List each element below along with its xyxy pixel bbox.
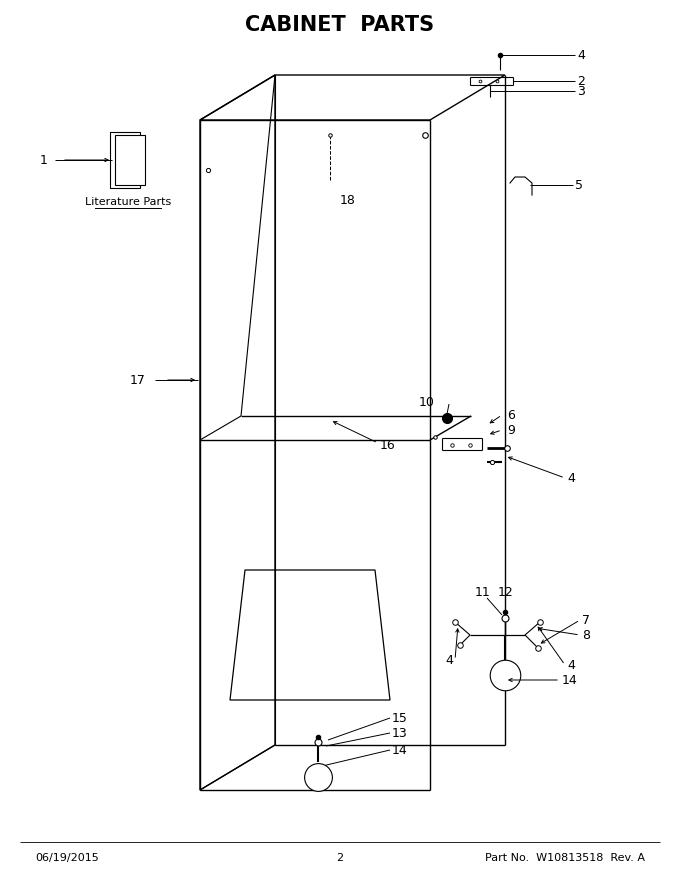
Text: 4: 4 (577, 48, 585, 62)
Text: CABINET  PARTS: CABINET PARTS (245, 15, 435, 35)
Text: 4: 4 (445, 654, 453, 666)
Text: 2: 2 (577, 75, 585, 87)
Text: 18: 18 (340, 194, 356, 207)
Text: 06/19/2015: 06/19/2015 (35, 853, 99, 863)
Text: 6: 6 (507, 408, 515, 422)
Text: 15: 15 (392, 712, 408, 724)
Text: 3: 3 (577, 84, 585, 98)
Polygon shape (115, 135, 145, 185)
Text: 14: 14 (562, 673, 578, 686)
Text: 5: 5 (575, 179, 583, 192)
Text: Part No.  W10813518  Rev. A: Part No. W10813518 Rev. A (485, 853, 645, 863)
Text: 17: 17 (130, 373, 146, 386)
Text: Literature Parts: Literature Parts (85, 197, 171, 207)
Text: 4: 4 (567, 658, 575, 671)
Text: 8: 8 (582, 628, 590, 642)
Text: 1: 1 (40, 153, 48, 166)
Text: 10: 10 (419, 395, 435, 408)
Text: 7: 7 (582, 613, 590, 627)
Text: 16: 16 (380, 438, 396, 451)
Text: 9: 9 (507, 423, 515, 436)
Text: 13: 13 (392, 727, 408, 739)
Text: 14: 14 (392, 744, 408, 757)
Text: 12: 12 (498, 585, 514, 598)
Text: 4: 4 (567, 472, 575, 485)
Text: 11: 11 (474, 585, 490, 598)
Text: 2: 2 (337, 853, 343, 863)
